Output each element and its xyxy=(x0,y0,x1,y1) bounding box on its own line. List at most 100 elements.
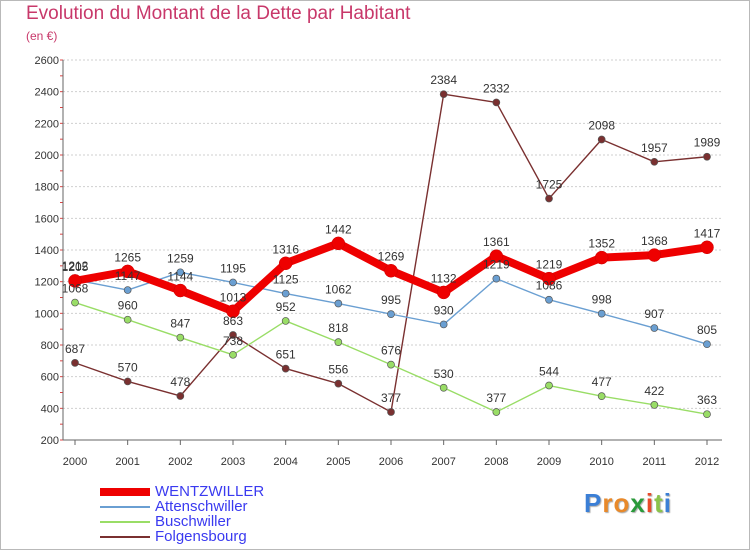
data-label: 818 xyxy=(328,321,348,335)
data-label: 1417 xyxy=(694,226,721,240)
legend-swatch xyxy=(100,488,150,496)
data-point xyxy=(334,338,343,346)
data-label: 1259 xyxy=(167,251,194,265)
data-point xyxy=(542,271,556,286)
logo-letter: i xyxy=(663,488,672,518)
data-point xyxy=(545,381,553,390)
data-point xyxy=(492,408,501,416)
data-point xyxy=(597,135,606,144)
y-tick-label: 800 xyxy=(41,340,59,352)
x-tick-label: 2007 xyxy=(431,456,455,468)
data-label: 1013 xyxy=(220,290,247,304)
data-label: 651 xyxy=(276,348,296,362)
data-point xyxy=(703,410,711,419)
x-tick-label: 2011 xyxy=(643,456,667,468)
data-label: 363 xyxy=(697,393,717,407)
data-point xyxy=(229,350,237,359)
data-point xyxy=(436,285,451,300)
proxiti-logo: Proxiti xyxy=(584,488,672,519)
logo-letter: t xyxy=(654,488,664,518)
data-point xyxy=(597,309,606,318)
data-point xyxy=(71,298,79,307)
logo-letter: r xyxy=(602,488,614,518)
data-point xyxy=(120,264,135,279)
y-tick-label: 1200 xyxy=(35,277,59,289)
legend-swatch xyxy=(100,536,150,538)
data-label: 1316 xyxy=(272,242,299,256)
y-tick-label: 2400 xyxy=(35,87,59,99)
y-tick-label: 1800 xyxy=(35,182,59,194)
y-tick-label: 1600 xyxy=(35,213,59,225)
data-point xyxy=(387,360,395,369)
data-point xyxy=(226,304,240,319)
x-tick-label: 2002 xyxy=(168,456,192,468)
data-label: 1725 xyxy=(536,178,563,192)
data-point xyxy=(278,256,293,271)
data-point xyxy=(545,194,553,203)
data-label: 1368 xyxy=(641,234,668,248)
data-label: 676 xyxy=(381,344,401,358)
data-point xyxy=(703,152,711,161)
data-point xyxy=(439,383,448,392)
data-point xyxy=(387,310,395,318)
data-label: 2332 xyxy=(483,81,510,95)
logo-letter: o xyxy=(613,488,631,518)
x-tick-label: 2009 xyxy=(537,456,561,468)
data-point xyxy=(650,324,659,332)
data-point xyxy=(229,331,237,339)
y-tick-label: 2200 xyxy=(35,118,59,130)
x-tick-label: 2006 xyxy=(379,456,403,468)
y-tick-label: 1400 xyxy=(35,245,59,257)
data-label: 1269 xyxy=(378,250,405,264)
y-tick-label: 1000 xyxy=(35,308,59,320)
data-label: 1352 xyxy=(588,237,615,251)
x-tick-label: 2003 xyxy=(221,456,245,468)
data-point xyxy=(439,320,448,329)
data-label: 1361 xyxy=(483,235,510,249)
data-label: 1989 xyxy=(694,136,721,150)
x-tick-label: 2008 xyxy=(484,456,508,468)
data-point xyxy=(281,289,290,298)
data-point xyxy=(647,248,662,262)
data-label: 960 xyxy=(118,299,138,313)
legend-label: WENTZWILLER xyxy=(155,483,265,500)
data-point xyxy=(492,274,501,283)
x-tick-label: 2005 xyxy=(326,456,350,468)
data-label: 1086 xyxy=(536,279,563,293)
x-tick-label: 2012 xyxy=(695,456,719,468)
data-label: 738 xyxy=(223,334,243,348)
data-point xyxy=(176,268,185,277)
legend-swatch xyxy=(100,521,150,523)
data-label: 478 xyxy=(170,375,190,389)
data-point xyxy=(123,315,132,324)
data-label: 422 xyxy=(644,384,664,398)
data-label: 930 xyxy=(434,303,454,317)
data-label: 556 xyxy=(328,363,348,377)
chart-title: Evolution du Montant de la Dette par Hab… xyxy=(26,3,411,24)
data-label: 1219 xyxy=(536,258,563,272)
y-tick-label: 400 xyxy=(41,403,59,415)
data-label: 1125 xyxy=(273,273,299,287)
data-point xyxy=(281,364,290,373)
data-label: 1062 xyxy=(325,283,352,297)
data-point xyxy=(334,379,343,388)
data-point xyxy=(176,392,185,400)
data-label: 1068 xyxy=(62,282,89,296)
data-point xyxy=(597,392,606,400)
x-tick-label: 2004 xyxy=(273,456,297,468)
data-label: 687 xyxy=(65,342,85,356)
data-label: 805 xyxy=(697,323,717,337)
legend-label: Attenschwiller xyxy=(155,498,248,515)
x-tick-label: 2001 xyxy=(115,456,139,468)
data-label: 1212 xyxy=(62,259,89,273)
data-point xyxy=(489,249,504,263)
data-label: 2384 xyxy=(430,73,457,87)
data-label: 2098 xyxy=(588,118,615,132)
data-point xyxy=(331,236,346,251)
data-point xyxy=(281,317,290,325)
data-point xyxy=(594,250,609,265)
data-point xyxy=(123,286,132,294)
data-label: 952 xyxy=(276,300,296,314)
legend-swatch xyxy=(100,506,150,508)
